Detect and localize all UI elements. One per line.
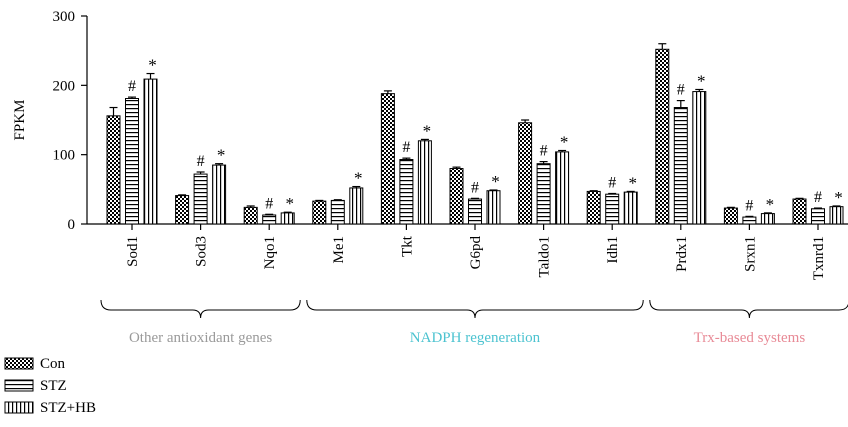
bars-layer [106,43,844,225]
x-tick-label-srxn1: Srxn1 [742,236,758,272]
x-tick-label-sod1: Sod1 [125,236,141,267]
significance-mark: # [814,189,822,206]
group-bracket-2 [649,299,848,319]
x-tick-label-nqo1: Nqo1 [262,236,278,269]
bar-stz-hb-g6pd [486,190,501,225]
bar-stz-nqo1 [262,214,277,225]
bar-con-me1 [312,200,327,225]
x-tick-label-me1: Me1 [331,236,347,264]
bar-stz-g6pd [468,198,482,225]
significance-mark: # [540,143,548,160]
legend-label-stz-hb: STZ+HB [40,400,96,416]
bar-stz-srxn1 [742,216,757,225]
y-tick-label: 0 [68,217,76,233]
group-label-2: Trx-based systems [694,330,806,346]
bar-stz-tkt [399,159,414,225]
bar-stz-hb-txnrd1 [829,206,844,225]
bar-stz-hb-srxn1 [760,213,775,225]
bar-stz-hb-sod3 [212,164,227,225]
bar-con-tkt [380,93,395,225]
bar-stz-taldo1 [536,163,551,225]
significance-mark: * [491,172,500,191]
legend-swatch-stz [4,379,34,392]
group-label-0: Other antioxidant genes [129,330,272,346]
significance-mark: * [697,71,706,90]
labels-layer: # * # * # * * # * # * # * # * # * # * # * Sod1 Sod3 Nqo1 Me1 Tkt G… [125,56,843,281]
bar-con-sod1 [106,115,121,225]
significance-mark: * [560,133,569,152]
bar-stz-idh1 [605,193,620,225]
x-tick-label-tkt: Tkt [399,235,415,257]
bar-stz-hb-prdx1 [692,91,707,225]
significance-mark: * [834,188,843,207]
significance-mark: * [766,195,775,214]
x-tick-label-txnrd1: Txnrd1 [811,236,827,280]
significance-mark: # [265,195,273,212]
significance-mark: * [423,121,432,140]
bar-con-nqo1 [243,206,258,225]
group-brackets: Other antioxidant genes NADPH regeneratio… [100,299,848,346]
x-tick-label-g6pd: G6pd [468,236,484,270]
bar-con-srxn1 [723,207,738,225]
group-label-1: NADPH regeneration [410,330,541,346]
x-tick-label-idh1: Idh1 [605,236,621,264]
bar-stz-sod1 [125,98,139,225]
significance-mark: # [677,82,685,99]
legend-label-stz: STZ [40,378,67,394]
significance-mark: * [354,169,363,188]
bar-stz-hb-sod1 [143,78,158,225]
significance-mark: # [745,197,753,214]
legend-swatch-stz-hb [4,401,34,414]
bar-stz-sod3 [193,173,208,225]
bar-con-prdx1 [655,48,670,225]
y-tick-label: 300 [53,9,76,25]
significance-mark: * [628,173,637,192]
significance-mark: # [197,153,205,170]
bar-stz-hb-taldo1 [555,151,570,225]
significance-mark: # [608,174,616,191]
x-tick-label-taldo1: Taldo1 [537,236,553,277]
significance-mark: * [148,56,157,75]
x-tick-label-prdx1: Prdx1 [674,236,690,272]
bar-stz-txnrd1 [811,208,825,225]
legend-label-con: Con [40,356,66,372]
significance-mark: * [217,146,226,165]
bar-stz-hb-me1 [349,187,364,225]
bar-con-g6pd [449,168,464,225]
y-tick-label: 100 [53,148,76,164]
significance-mark: # [402,139,410,156]
x-tick-label-sod3: Sod3 [194,236,210,267]
significance-mark: * [285,194,294,213]
bar-stz-me1 [330,199,345,225]
bar-stz-hb-idh1 [623,191,638,225]
legend: Con STZ STZ+HB [4,356,96,416]
bar-con-taldo1 [518,122,533,225]
bar-con-idh1 [586,190,601,225]
group-bracket-0 [100,299,301,319]
bar-stz-hb-nqo1 [280,212,295,225]
bar-con-sod3 [175,195,190,225]
y-tick-label: 200 [53,78,76,94]
significance-mark: # [471,179,479,196]
bar-con-txnrd1 [792,198,807,225]
legend-swatch-con [4,357,34,370]
bar-stz-hb-tkt [417,140,432,225]
significance-mark: # [128,78,136,95]
group-bracket-1 [306,299,644,319]
bar-stz-prdx1 [673,107,688,225]
y-axis-label: FPKM [12,100,28,141]
